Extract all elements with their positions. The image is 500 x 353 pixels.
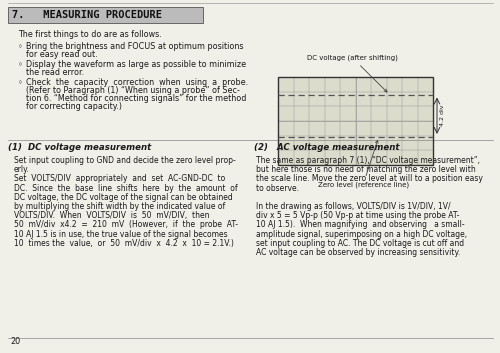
Text: the scale line. Move the zero level at will to a position easy: the scale line. Move the zero level at w… — [256, 174, 483, 184]
Text: amplitude signal, superimposing on a high DC voltage,: amplitude signal, superimposing on a hig… — [256, 229, 467, 239]
Text: to observe.: to observe. — [256, 184, 299, 193]
Text: DC.  Since  the  base  line  shifts  here  by  the  amount  of: DC. Since the base line shifts here by t… — [14, 184, 237, 193]
Text: Set  VOLTS/DIV  appropriately  and  set  AC-GND-DC  to: Set VOLTS/DIV appropriately and set AC-G… — [14, 174, 225, 184]
Text: DC voltage, the DC voltage of the signal can be obtained: DC voltage, the DC voltage of the signal… — [14, 193, 233, 202]
Text: (Refer to Paragraph (1) “When using a probe” of Sec-: (Refer to Paragraph (1) “When using a pr… — [26, 86, 240, 95]
FancyBboxPatch shape — [8, 7, 203, 23]
Text: div x 5 = 5 Vp-p (50 Vp-p at time using the probe AT-: div x 5 = 5 Vp-p (50 Vp-p at time using … — [256, 211, 460, 220]
Text: tion 6. “Method for connecting signals” for the method: tion 6. “Method for connecting signals” … — [26, 94, 246, 103]
Text: DC voltage (after shifting): DC voltage (after shifting) — [307, 54, 398, 92]
Text: for correcting capacity.): for correcting capacity.) — [26, 102, 122, 111]
Bar — [278, 77, 433, 165]
Text: The same as paragraph 7 (1), “DC voltage measurement”,: The same as paragraph 7 (1), “DC voltage… — [256, 156, 480, 165]
Text: 50  mV/div  x4.2  =  210  mV  (However,  if  the  probe  AT-: 50 mV/div x4.2 = 210 mV (However, if the… — [14, 220, 238, 229]
Text: ◦: ◦ — [18, 60, 23, 69]
Text: Zero level (reference line): Zero level (reference line) — [318, 140, 409, 187]
Text: 10  times the  value,  or  50  mV/div  x  4.2  x  10 = 2.1V.): 10 times the value, or 50 mV/div x 4.2 x… — [14, 239, 234, 248]
Text: ◦: ◦ — [18, 78, 23, 87]
Text: (2)   AC voltage measurement: (2) AC voltage measurement — [254, 143, 400, 152]
Text: for easy read out.: for easy read out. — [26, 50, 98, 59]
Text: the read error.: the read error. — [26, 68, 84, 77]
Text: but here those is no need of matching the zero level with: but here those is no need of matching th… — [256, 165, 476, 174]
Text: 4.2 div: 4.2 div — [440, 105, 445, 126]
Text: by multiplying the shift width by the indicated value of: by multiplying the shift width by the in… — [14, 202, 225, 211]
Text: Bring the brightness and FOCUS at optimum positions: Bring the brightness and FOCUS at optimu… — [26, 42, 244, 51]
Text: In the drawing as follows, VOLTS/DIV is 1V/DIV, 1V/: In the drawing as follows, VOLTS/DIV is … — [256, 202, 450, 211]
Text: Display the waveform as large as possible to minimize: Display the waveform as large as possibl… — [26, 60, 246, 69]
Text: AC voltage can be observed by increasing sensitivity.: AC voltage can be observed by increasing… — [256, 248, 460, 257]
Text: 10 AJ 1.5 is in use, the true value of the signal becomes: 10 AJ 1.5 is in use, the true value of t… — [14, 229, 228, 239]
Text: The first things to do are as follows.: The first things to do are as follows. — [18, 30, 162, 39]
Text: erly.: erly. — [14, 165, 30, 174]
Text: 7.   MEASURING PROCEDURE: 7. MEASURING PROCEDURE — [12, 10, 162, 20]
Text: ◦: ◦ — [18, 42, 23, 51]
Text: Set input coupling to GND and decide the zero level prop-: Set input coupling to GND and decide the… — [14, 156, 236, 165]
Bar — [278, 77, 433, 165]
Text: Check  the  capacity  correction  when  using  a  probe.: Check the capacity correction when using… — [26, 78, 248, 87]
Text: 10 AJ 1.5).  When magnifying  and observing   a small-: 10 AJ 1.5). When magnifying and observin… — [256, 220, 464, 229]
Text: set input coupling to AC. The DC voltage is cut off and: set input coupling to AC. The DC voltage… — [256, 239, 464, 248]
Text: 20: 20 — [10, 337, 20, 346]
Text: (1)  DC voltage measurement: (1) DC voltage measurement — [8, 143, 151, 152]
Text: VOLTS/DIV.  When  VOLTS/DIV  is  50  mV/DIV,  then: VOLTS/DIV. When VOLTS/DIV is 50 mV/DIV, … — [14, 211, 209, 220]
